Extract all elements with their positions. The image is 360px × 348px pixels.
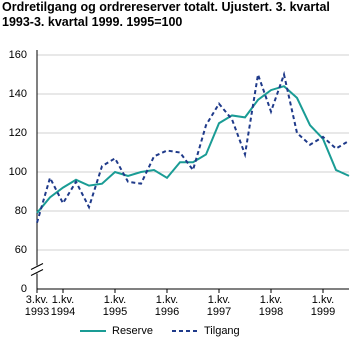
x-tick-label: 1.kv. 1995: [102, 294, 128, 318]
line-series: [36, 85, 350, 214]
axis-break-gap: [31, 265, 43, 274]
y-tick-label: 80: [15, 205, 27, 217]
y-tick-label: 160: [9, 49, 27, 61]
y-tick-label: 100: [9, 166, 27, 178]
x-tick-label: 1.kv. 1998: [258, 294, 284, 318]
x-tick-label: 1.kv. 1997: [206, 294, 232, 318]
y-tick-label: 140: [9, 88, 27, 100]
y-tick-label: 120: [9, 127, 27, 139]
chart-title: Ordretilgang og ordrereserver totalt. Uj…: [2, 0, 330, 29]
line-series: [36, 70, 350, 223]
y-tick-label: 0: [21, 283, 27, 295]
legend-label: Tilgang: [204, 325, 240, 337]
x-tick-label: 1.kv. 1994: [50, 294, 76, 318]
axis-break: [30, 269, 44, 276]
x-tick-label: 1.kv. 1999: [310, 294, 336, 318]
axis-break: [30, 263, 44, 270]
y-tick-label: 60: [15, 244, 27, 256]
x-tick-label: 3.kv. 1993: [24, 294, 50, 318]
x-tick-label: 1.kv. 1996: [154, 294, 180, 318]
legend-label: Reserve: [112, 325, 153, 337]
